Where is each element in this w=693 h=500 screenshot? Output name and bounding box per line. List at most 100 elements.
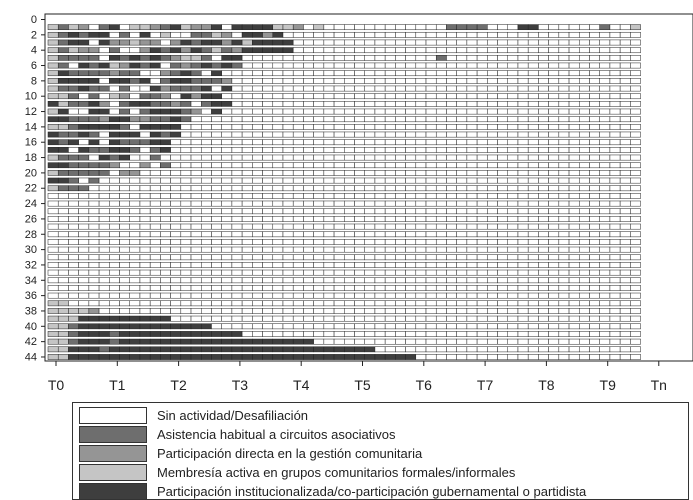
sequence-cell	[313, 331, 325, 337]
sequence-cell	[466, 346, 478, 353]
sequence-cell	[241, 70, 253, 77]
sequence-cell	[323, 24, 335, 31]
sequence-cell	[109, 55, 120, 61]
sequence-cell	[149, 208, 161, 215]
sequence-cell	[568, 315, 580, 322]
sequence-cell	[47, 47, 59, 54]
sequence-cell	[221, 277, 233, 284]
sequence-cell	[160, 70, 171, 77]
sequence-cell	[78, 139, 90, 146]
sequence-cell	[558, 62, 570, 69]
sequence-cell	[497, 131, 508, 138]
sequence-cell	[456, 254, 468, 261]
sequence-cell	[221, 47, 233, 54]
sequence-cell	[47, 246, 59, 253]
sequence-cell	[538, 277, 549, 284]
sequence-cell	[568, 285, 580, 291]
sequence-cell	[425, 292, 437, 299]
sequence-cell	[211, 162, 222, 169]
sequence-cell	[47, 331, 59, 337]
sequence-cell	[384, 116, 396, 123]
sequence-cell	[517, 354, 529, 360]
sequence-cell	[149, 170, 161, 176]
sequence-cell	[538, 262, 549, 268]
sequence-cell	[68, 62, 79, 69]
sequence-cell	[88, 116, 100, 123]
sequence-cell	[374, 93, 386, 100]
sequence-cell	[57, 223, 69, 230]
sequence-cell	[619, 285, 631, 291]
sequence-cell	[252, 331, 263, 337]
sequence-cell	[517, 131, 529, 138]
sequence-cell	[129, 308, 141, 314]
sequence-cell	[252, 223, 263, 230]
sequence-cell	[109, 177, 120, 184]
sequence-cell	[129, 315, 141, 322]
sequence-cell	[435, 85, 447, 92]
sequence-cell	[405, 85, 417, 92]
sequence-cell	[619, 24, 631, 31]
sequence-cell	[303, 200, 314, 207]
sequence-cell	[589, 292, 600, 299]
sequence-cell	[109, 62, 120, 69]
sequence-cell	[589, 185, 600, 192]
sequence-cell	[190, 55, 202, 61]
sequence-cell	[57, 24, 69, 31]
sequence-cell	[405, 124, 417, 130]
sequence-cell	[487, 277, 498, 284]
sequence-cell	[435, 139, 447, 146]
sequence-cell	[303, 331, 314, 337]
sequence-cell	[507, 39, 519, 46]
sequence-cell	[435, 354, 447, 360]
sequence-cell	[272, 285, 284, 291]
sequence-cell	[129, 269, 141, 276]
sequence-cell	[313, 354, 325, 360]
sequence-cell	[344, 93, 355, 100]
sequence-cell	[180, 239, 192, 245]
sequence-cell	[384, 216, 396, 222]
sequence-cell	[119, 139, 130, 146]
sequence-cell	[527, 139, 539, 146]
sequence-cell	[344, 116, 355, 123]
sequence-cell	[619, 147, 631, 153]
sequence-cell	[303, 24, 314, 31]
sequence-cell	[119, 101, 130, 107]
sequence-cell	[558, 170, 570, 176]
sequence-cell	[57, 78, 69, 84]
sequence-cell	[630, 262, 641, 268]
sequence-cell	[354, 277, 365, 284]
sequence-cell	[487, 223, 498, 230]
sequence-cell	[201, 193, 212, 199]
sequence-cell	[333, 193, 345, 199]
sequence-cell	[589, 47, 600, 54]
sequence-cell	[374, 193, 386, 199]
sequence-cell	[435, 231, 447, 238]
sequence-cell	[241, 323, 253, 330]
sequence-cell	[456, 131, 468, 138]
sequence-cell	[609, 239, 621, 245]
sequence-cell	[344, 208, 355, 215]
sequence-cell	[374, 308, 386, 314]
sequence-cell	[497, 338, 508, 345]
sequence-cell	[47, 193, 59, 199]
sequence-cell	[558, 223, 570, 230]
sequence-cell	[292, 300, 304, 307]
sequence-cell	[231, 323, 243, 330]
sequence-cell	[98, 216, 110, 222]
sequence-cell	[170, 154, 182, 161]
sequence-cell	[568, 200, 580, 207]
sequence-cell	[538, 193, 549, 199]
sequence-cell	[568, 78, 580, 84]
sequence-cell	[88, 101, 100, 107]
sequence-cell	[333, 254, 345, 261]
sequence-cell	[435, 93, 447, 100]
sequence-cell	[149, 331, 161, 337]
sequence-cell	[149, 139, 161, 146]
sequence-cell	[68, 24, 79, 31]
sequence-cell	[119, 323, 130, 330]
sequence-cell	[354, 269, 365, 276]
sequence-cell	[170, 55, 182, 61]
sequence-cell	[425, 93, 437, 100]
sequence-cell	[589, 70, 600, 77]
sequence-cell	[599, 239, 611, 245]
